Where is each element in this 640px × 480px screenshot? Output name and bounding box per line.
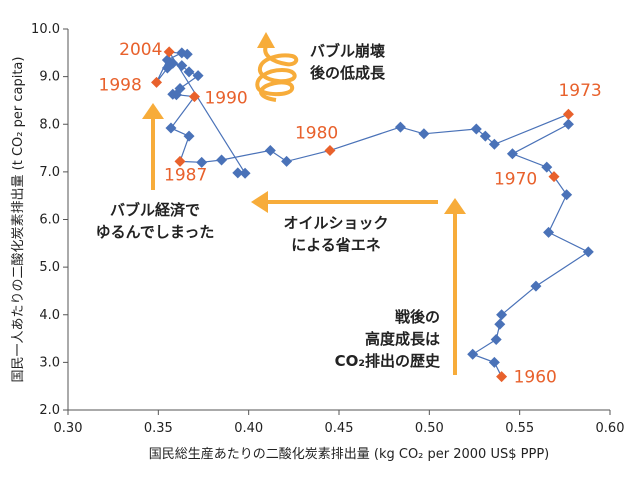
data-point	[181, 48, 193, 60]
bubble-economy-note-line: ゆるんでしまった	[96, 223, 215, 241]
year-labels: 1960 1970 1973 1980 1987 1990 1998 2004	[99, 40, 602, 388]
data-point	[192, 70, 204, 82]
data-point	[496, 309, 508, 321]
data-point	[470, 123, 482, 135]
x-tick-label: 0.30	[54, 421, 83, 436]
postwar-note: 戦後の高度成長は CO₂排出の歴史	[335, 308, 441, 370]
postwar-note-line: CO₂排出の歴史	[335, 352, 441, 370]
arrow-head	[251, 191, 268, 213]
data-point	[488, 138, 500, 150]
arrow-head	[257, 32, 275, 48]
data-point	[506, 148, 518, 160]
y-axis-title: 国民一人あたりの二酸化炭素排出量 (t CO₂ per capita)	[11, 57, 26, 383]
year-label-1973: 1973	[558, 81, 601, 101]
oil-shock-note-line: オイルショック	[283, 214, 388, 232]
highlight-point	[548, 171, 560, 183]
data-point	[165, 122, 177, 134]
data-point	[494, 318, 506, 330]
data-point	[161, 54, 173, 66]
data-point	[562, 118, 574, 130]
x-axis-title: 国民総生産あたりの二酸化炭素排出量 (kg CO₂ per 2000 US$ P…	[149, 446, 549, 462]
postwar-note-line: 戦後の	[395, 308, 440, 326]
data-point	[530, 280, 542, 292]
data-point	[561, 189, 573, 201]
year-label-1987: 1987	[164, 165, 207, 185]
bubble-economy-note-line: バブル経済で	[110, 201, 200, 219]
y-tick-label: 4.0	[39, 308, 60, 323]
oil-shock-note: オイルショックによる省エネ	[283, 214, 388, 254]
data-point	[239, 167, 251, 179]
highlight-point	[188, 91, 200, 103]
data-point	[161, 62, 173, 74]
data-point	[264, 144, 276, 156]
x-tick-label: 0.60	[596, 421, 625, 436]
data-points	[151, 46, 594, 383]
x-tick-label: 0.55	[505, 421, 534, 436]
x-tick-label: 0.45	[325, 421, 354, 436]
data-point	[543, 226, 555, 238]
y-tick-label: 7.0	[39, 165, 60, 180]
data-point	[183, 66, 195, 78]
year-label-1990: 1990	[204, 89, 247, 109]
bubble-collapse-note-line: バブル崩壊	[310, 42, 385, 60]
bubble-collapse-note: バブル崩壊後の低成長	[309, 42, 386, 82]
data-point	[232, 167, 244, 179]
highlight-point	[324, 144, 336, 156]
year-label-1960: 1960	[514, 368, 557, 388]
y-tick-label: 3.0	[39, 355, 60, 370]
data-point	[394, 121, 406, 133]
highlight-point	[174, 155, 186, 167]
arrow-head	[444, 198, 466, 214]
x-tick-label: 0.40	[234, 421, 263, 436]
y-tick-label: 9.0	[39, 70, 60, 85]
highlight-point	[151, 76, 163, 88]
highlight-point	[496, 371, 508, 383]
data-point	[196, 156, 208, 168]
year-label-1970: 1970	[494, 170, 537, 190]
year-label-2004: 2004	[119, 40, 162, 60]
x-tick-label: 0.50	[415, 421, 444, 436]
year-label-1998: 1998	[99, 75, 142, 95]
data-point	[541, 161, 553, 173]
postwar-note-line: 高度成長は	[365, 330, 440, 348]
data-point	[467, 348, 479, 360]
oil-shock-note-line: による省エネ	[291, 236, 381, 254]
x-tick-label: 0.35	[144, 421, 173, 436]
highlight-point	[163, 46, 175, 58]
y-tick-label: 10.0	[31, 22, 60, 37]
data-point	[174, 83, 186, 95]
arrow-head	[142, 103, 164, 119]
highlight-point	[562, 108, 574, 120]
annotation-arrows	[142, 32, 466, 375]
data-point	[281, 155, 293, 167]
y-tick-label: 2.0	[39, 403, 60, 418]
year-label-1980: 1980	[295, 123, 338, 143]
data-point	[490, 334, 502, 346]
data-point	[167, 88, 179, 100]
data-point	[488, 356, 500, 368]
data-point	[176, 60, 188, 72]
spiral-arrow	[255, 45, 299, 102]
bubble-economy-note: バブル経済でゆるんでしまった	[96, 201, 215, 241]
data-point	[418, 128, 430, 140]
y-tick-label: 5.0	[39, 260, 60, 275]
bubble-collapse-note-line: 後の低成長	[309, 64, 386, 82]
y-tick-label: 8.0	[39, 117, 60, 132]
data-point	[582, 246, 594, 258]
data-point	[183, 130, 195, 142]
axes: 0.30 0.35 0.40 0.45 0.50 0.55 0.60 2.0 3.0 4.0 5.0…	[11, 22, 624, 462]
y-tick-label: 6.0	[39, 213, 60, 228]
data-point	[479, 130, 491, 142]
data-point	[216, 154, 228, 166]
